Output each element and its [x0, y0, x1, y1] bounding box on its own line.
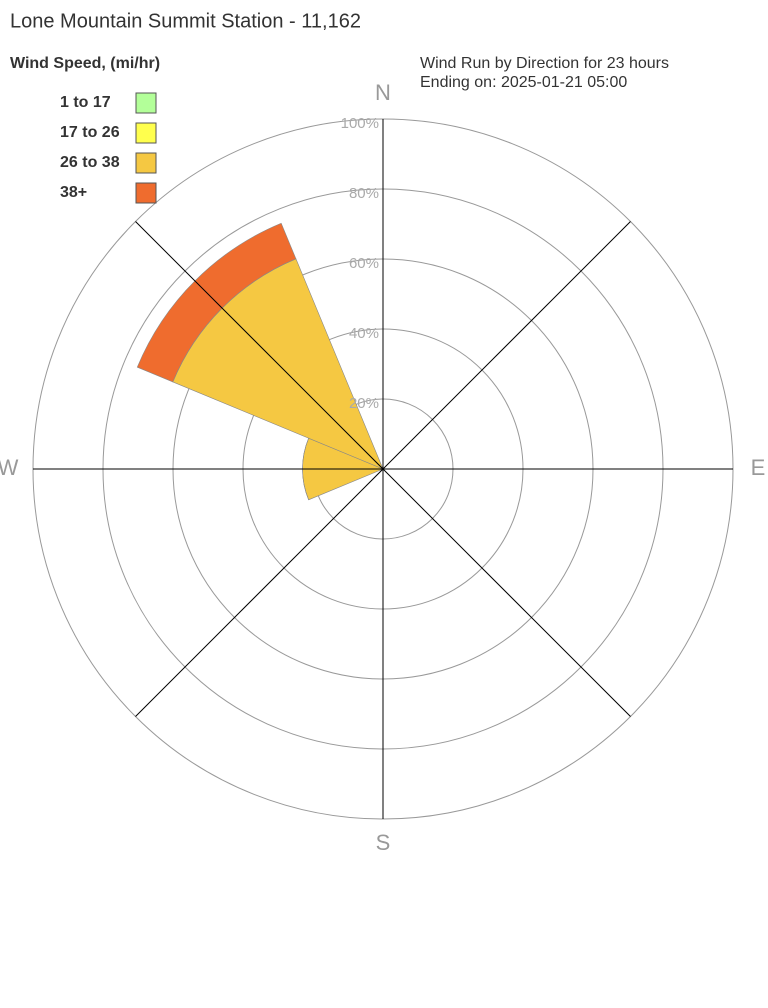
- legend-label: 17 to 26: [60, 124, 120, 141]
- r-tick-label: 40%: [349, 325, 379, 342]
- direction-label: N: [375, 80, 391, 105]
- legend-title: Wind Speed, (mi/hr): [10, 55, 160, 72]
- r-tick-label: 60%: [349, 255, 379, 272]
- legend-label: 38+: [60, 184, 87, 201]
- legend-swatch: [135, 92, 157, 114]
- direction-label: S: [376, 830, 391, 855]
- radial-line: [382, 468, 631, 717]
- r-tick-label: 80%: [349, 185, 379, 202]
- radial-line: [135, 221, 384, 470]
- r-tick-label: 100%: [341, 115, 379, 132]
- legend-swatch: [135, 182, 157, 204]
- subtitle: Ending on: 2025-01-21 05:00: [420, 74, 627, 91]
- r-tick-label: 20%: [349, 395, 379, 412]
- legend-swatch: [135, 152, 157, 174]
- radial-line: [135, 468, 384, 717]
- legend-label: 1 to 17: [60, 94, 111, 111]
- legend-swatch: [135, 122, 157, 144]
- direction-label: E: [751, 455, 766, 480]
- legend-label: 26 to 38: [60, 154, 120, 171]
- subtitle: Wind Run by Direction for 23 hours: [420, 55, 669, 72]
- chart-title: Lone Mountain Summit Station - 11,162: [10, 10, 361, 32]
- direction-label: W: [0, 455, 19, 480]
- radial-line: [382, 221, 631, 470]
